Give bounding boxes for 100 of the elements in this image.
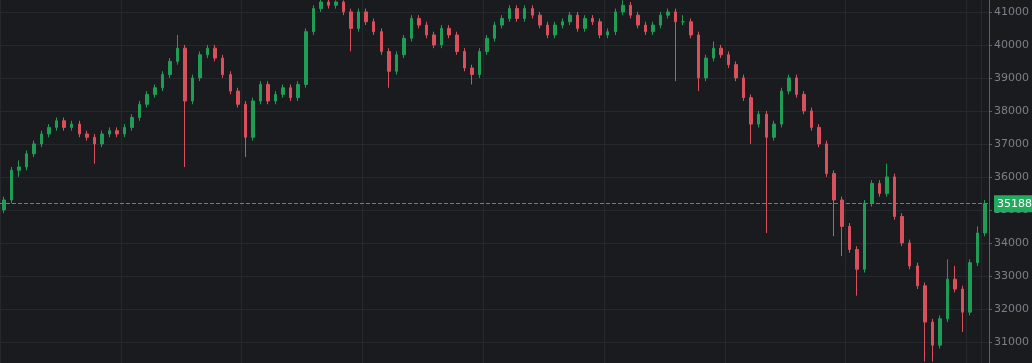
candlestick xyxy=(364,8,368,26)
candlestick xyxy=(145,90,149,109)
candlestick xyxy=(900,212,904,247)
candlestick xyxy=(213,44,217,62)
candlestick xyxy=(576,11,579,33)
candlestick xyxy=(62,116,66,132)
candlestick xyxy=(961,285,964,333)
candlestick xyxy=(312,4,315,36)
candlestick xyxy=(85,130,89,142)
candlestick xyxy=(606,27,609,39)
candlestick xyxy=(108,126,111,138)
candlestick xyxy=(908,239,911,270)
candlestick xyxy=(470,64,474,85)
candlestick xyxy=(78,120,81,138)
candlestick xyxy=(10,166,13,204)
candlestick xyxy=(946,258,949,323)
candlestick xyxy=(432,31,436,49)
candlestick xyxy=(848,222,851,254)
candlestick xyxy=(870,179,874,208)
candlestick xyxy=(614,8,617,36)
y-tick-label: 41000 xyxy=(994,5,1030,19)
y-tick-label: 38000 xyxy=(994,104,1030,118)
candlestick xyxy=(493,21,496,43)
candlestick xyxy=(734,60,738,82)
candlestick xyxy=(968,258,972,316)
candlestick xyxy=(55,116,58,132)
candlestick xyxy=(644,21,647,36)
candlestick xyxy=(289,83,292,102)
candlestick xyxy=(923,281,927,363)
candlestick xyxy=(523,4,526,23)
candlestick xyxy=(266,80,270,105)
candlestick xyxy=(772,120,776,142)
candlestick xyxy=(485,34,489,56)
candlestick xyxy=(817,123,821,148)
candlestick xyxy=(93,133,96,165)
candlestick xyxy=(659,11,662,29)
candlestick xyxy=(719,44,723,59)
candlestick xyxy=(259,80,262,105)
candlestick xyxy=(70,120,73,132)
y-tick-label: 39000 xyxy=(994,71,1030,85)
candlestick xyxy=(568,11,572,26)
candlestick xyxy=(47,123,51,138)
candlestick xyxy=(893,173,896,221)
candlestick xyxy=(757,110,760,128)
candlestick xyxy=(832,169,836,237)
candlestick xyxy=(636,11,640,29)
candlestick xyxy=(410,14,413,43)
candlestick xyxy=(629,1,632,19)
candlestick xyxy=(440,24,443,49)
candlestick xyxy=(123,123,126,138)
candlestick xyxy=(380,27,383,56)
candlestick xyxy=(697,31,700,92)
candlestick xyxy=(191,74,194,105)
candlestick xyxy=(387,47,391,89)
candlestick xyxy=(274,90,277,105)
candlestick xyxy=(976,225,979,267)
candlestick xyxy=(727,50,730,69)
candlestick xyxy=(138,100,141,122)
candlestick xyxy=(515,4,519,23)
candlestick xyxy=(357,8,360,33)
candlestick xyxy=(810,107,813,132)
candlestick xyxy=(478,47,481,79)
candlestick xyxy=(32,140,36,158)
candlestick xyxy=(583,14,587,33)
candlestick xyxy=(176,34,179,66)
candlestick xyxy=(455,31,459,56)
candlestick xyxy=(825,140,828,178)
candlestick xyxy=(931,318,934,363)
candlestick xyxy=(538,11,542,29)
candlestick xyxy=(221,54,224,79)
candlestick xyxy=(553,21,557,39)
candlestick xyxy=(561,17,564,29)
y-tick-label: 32000 xyxy=(994,302,1030,316)
candlestick xyxy=(25,149,28,171)
candlestick xyxy=(712,41,715,62)
candlestick xyxy=(395,50,398,76)
candlestick xyxy=(780,87,783,128)
candlestick xyxy=(100,130,104,148)
candlestick xyxy=(802,90,806,115)
candlestick xyxy=(765,110,768,234)
candlestick xyxy=(508,4,511,23)
candlestick xyxy=(244,100,247,158)
y-tick-label: 37000 xyxy=(994,137,1030,151)
candlestick xyxy=(281,83,285,99)
candlestick xyxy=(795,74,798,99)
y-tick-label: 40000 xyxy=(994,38,1030,52)
candlestick xyxy=(878,179,881,198)
candlestick xyxy=(674,8,677,82)
candlestick xyxy=(689,17,693,39)
ref-line-label: 35188 xyxy=(997,197,1032,211)
candlestick xyxy=(425,21,428,39)
candlestick xyxy=(885,163,889,198)
candlestick xyxy=(704,54,708,82)
candlestick xyxy=(40,130,43,148)
y-tick-label: 33000 xyxy=(994,269,1030,283)
candlestick xyxy=(621,0,625,16)
candlestick xyxy=(953,265,957,293)
candlestick xyxy=(296,80,300,102)
candlestick xyxy=(916,262,919,290)
candlestick xyxy=(417,14,421,29)
